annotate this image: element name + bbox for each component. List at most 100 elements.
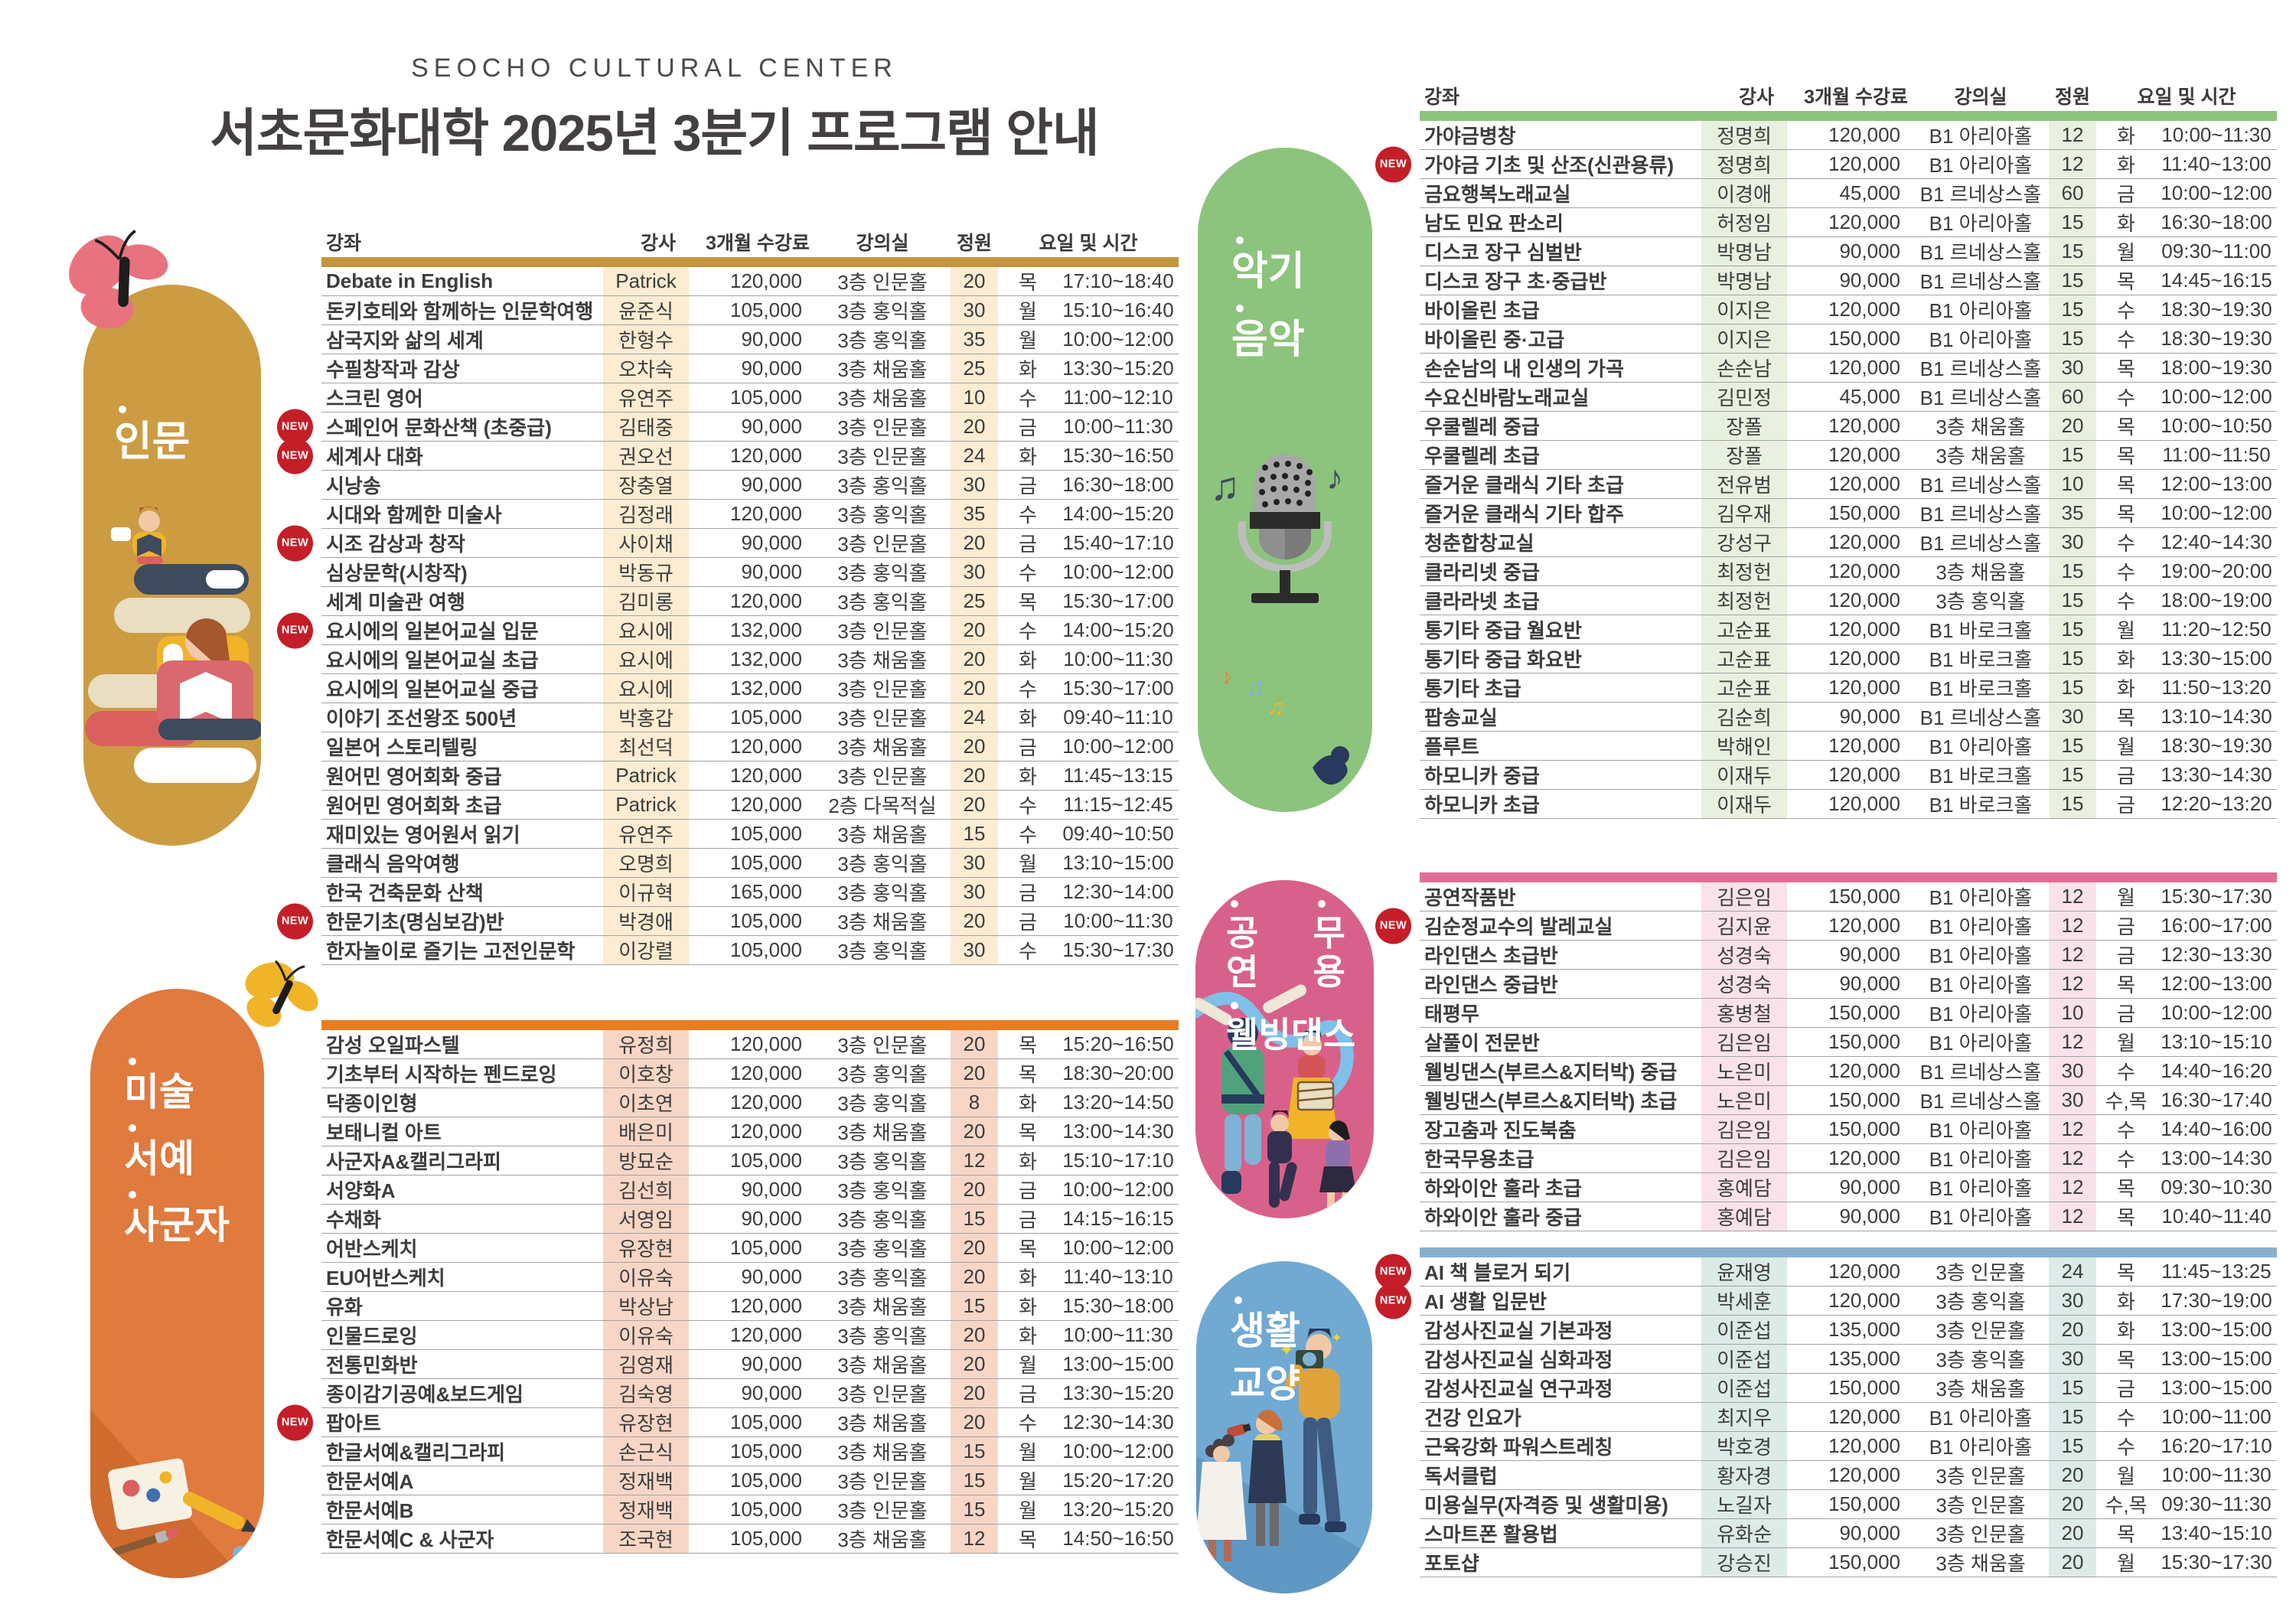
cell-teacher: 정명희 <box>1701 121 1787 149</box>
table-row: NEW AI 생활 입문반 박세훈 120,000 3층 홍익홀 30 화 17:30~19:… <box>1375 1283 2277 1319</box>
cell-fee: 150,000 <box>1828 1030 1900 1053</box>
cell-day: 월 <box>1019 1441 1037 1464</box>
cell-course: 감성사진교실 심화과정 <box>1424 1348 1613 1371</box>
cell-room: 3층 홍익홀 <box>837 504 928 527</box>
table-row: 감성사진교실 기본과정 이준섭 135,000 3층 인문홀 20 화 13:00~15:0… <box>1420 1316 2277 1345</box>
cell-course: 가야금 기초 및 산조(신관용류) <box>1424 154 1675 177</box>
cell-day: 목 <box>2117 706 2135 729</box>
cell-room: B1 바로크홀 <box>1929 648 2033 671</box>
cell-fee: 120,000 <box>1828 676 1900 699</box>
category-label-line: 교양 <box>1230 1363 1300 1405</box>
cell-teacher: 사이채 <box>603 529 689 557</box>
cell-room: 3층 인문홀 <box>837 416 928 439</box>
bullet-dot <box>119 406 126 413</box>
cell-teacher: 김정래 <box>603 500 689 528</box>
table-row: 우쿨렐레 초급 장폴 120,000 3층 채움홀 15 목 11:00~11:50 <box>1420 441 2277 470</box>
cell-course: 바이올린 중·고급 <box>1424 328 1565 351</box>
cell-teacher: 김순희 <box>1701 703 1787 731</box>
cell-time: 10:00~12:00 <box>1062 328 1174 351</box>
cell-cap: 20 <box>951 267 998 295</box>
cell-time: 14:50~16:50 <box>1062 1527 1174 1550</box>
cell-room: 3층 채움홀 <box>837 1121 928 1144</box>
cell-room: 3층 홍익홀 <box>837 1208 928 1231</box>
cell-course: 클래식 음악여행 <box>326 853 460 876</box>
table-row: 감성사진교실 심화과정 이준섭 135,000 3층 홍익홀 30 목 13:00~15:0… <box>1420 1345 2277 1374</box>
cell-teacher: 성경숙 <box>1701 970 1787 998</box>
table-row: NEW AI 책 블로거 되기 윤재영 120,000 3층 인문홀 24 목 11:45~1… <box>1375 1254 2277 1290</box>
cell-teacher: 오명희 <box>603 849 689 877</box>
cell-time: 15:30~17:30 <box>2161 885 2272 908</box>
cell-fee: 120,000 <box>730 793 802 816</box>
cell-room: B1 아리아홀 <box>1929 1032 2033 1055</box>
cell-cap: 20 <box>951 1117 998 1146</box>
cell-cap: 20 <box>951 674 998 703</box>
cell-teacher: 노은미 <box>1701 1057 1787 1085</box>
cell-day: 화 <box>1019 1325 1037 1348</box>
cell-fee: 120,000 <box>730 502 802 525</box>
category-pill-humanities: 인문 <box>83 285 261 846</box>
table-row: 하모니카 초급 이재두 120,000 B1 바로크홀 15 금 12:20~13:20 <box>1420 790 2277 819</box>
section-color-bar <box>1420 872 2277 882</box>
cell-course: 하와이안 훌라 초급 <box>1424 1177 1582 1200</box>
cell-room: 3층 인문홀 <box>837 678 928 701</box>
cell-teacher: 한형수 <box>603 325 689 354</box>
category-word-text: 사군자 <box>124 1204 230 1247</box>
cell-cap: 8 <box>951 1088 998 1117</box>
cell-fee: 45,000 <box>1839 181 1900 204</box>
table-row: 즐거운 클래식 기타 초급 전유범 120,000 B1 르네상스홀 10 목 12:00~… <box>1420 470 2277 499</box>
cell-day: 화 <box>1019 1092 1037 1115</box>
cell-room: B1 바로크홀 <box>1929 765 2033 788</box>
new-badge: NEW <box>277 612 313 648</box>
cell-teacher: Patrick <box>603 791 689 819</box>
cell-cap: 10 <box>2049 470 2096 498</box>
cell-course: 클라리넷 중급 <box>1424 561 1540 584</box>
cell-course: 스크린 영어 <box>326 387 423 410</box>
cell-teacher: 박홍갑 <box>603 703 689 732</box>
cell-day: 수 <box>2117 532 2135 555</box>
section-color-bar <box>1420 1247 2277 1257</box>
cell-day: 화 <box>2117 648 2135 671</box>
column-header-course: 강좌 <box>326 233 362 254</box>
table-row: 요시에의 일본어교실 초급 요시에 132,000 3층 채움홀 20 화 10:00~11… <box>321 645 1179 674</box>
cell-time: 13:40~15:10 <box>2161 1521 2272 1544</box>
cell-course: 사군자A&캘리그라피 <box>326 1150 501 1173</box>
cell-cap: 20 <box>951 1263 998 1291</box>
cell-room: B1 바로크홀 <box>1929 677 2033 700</box>
cell-cap: 12 <box>2049 1028 2096 1056</box>
category-label: 인문 <box>114 406 190 475</box>
cell-day: 월 <box>1019 1354 1037 1377</box>
cell-teacher: 홍예담 <box>1701 1202 1787 1231</box>
cell-time: 13:00~14:30 <box>2161 1146 2272 1169</box>
cell-time: 18:30~19:30 <box>2161 298 2272 321</box>
cell-course: EU어반스케치 <box>326 1267 445 1290</box>
cell-day: 목 <box>2117 973 2135 996</box>
cell-teacher: 홍병철 <box>1701 999 1787 1027</box>
table-row: 스크린 영어 유연주 105,000 3층 채움홀 10 수 11:00~12:10 <box>321 383 1179 413</box>
cell-time: 11:50~13:20 <box>2161 676 2272 699</box>
table-row: NEW 한문기초(명심보감)반 박경애 105,000 3층 채움홀 20 금 10:00~1… <box>277 903 1179 939</box>
cell-day: 금 <box>2117 1003 2135 1026</box>
cell-cap: 15 <box>951 1466 998 1495</box>
cell-time: 17:30~19:00 <box>2161 1289 2272 1312</box>
cell-day: 수 <box>2117 386 2135 409</box>
table-row: 하와이안 훌라 초급 홍예담 90,000 B1 아리아홀 12 목 09:30~10:30 <box>1420 1173 2277 1202</box>
cell-fee: 120,000 <box>730 735 802 758</box>
cell-teacher: 손순남 <box>1701 354 1787 382</box>
cell-cap: 12 <box>2049 1144 2096 1172</box>
cell-room: 3층 인문홀 <box>1936 1494 2026 1517</box>
cell-course: 세계사 대화 <box>326 445 423 468</box>
cell-fee: 90,000 <box>741 473 802 496</box>
cell-teacher: 성경숙 <box>1701 941 1787 969</box>
cell-teacher: 박명남 <box>1701 266 1787 295</box>
cell-time: 16:20~17:10 <box>2161 1434 2272 1457</box>
cell-teacher: 유연주 <box>603 383 689 412</box>
table-row: 즐거운 클래식 기타 합주 김우재 150,000 B1 르네상스홀 35 목 10:00~… <box>1420 499 2277 528</box>
cell-time: 14:00~15:20 <box>1062 618 1174 641</box>
bullet-dot <box>1234 1296 1242 1304</box>
cell-fee: 90,000 <box>1839 1205 1900 1228</box>
cell-cap: 20 <box>951 413 998 441</box>
cell-teacher: 홍예담 <box>1701 1173 1787 1202</box>
table-row: NEW 가야금 기초 및 산조(신관용류) 정명희 120,000 B1 아리아홀 12 화… <box>1375 146 2277 182</box>
cell-day: 월 <box>2117 1032 2135 1055</box>
column-header-room: 강의실 <box>1954 86 2007 108</box>
